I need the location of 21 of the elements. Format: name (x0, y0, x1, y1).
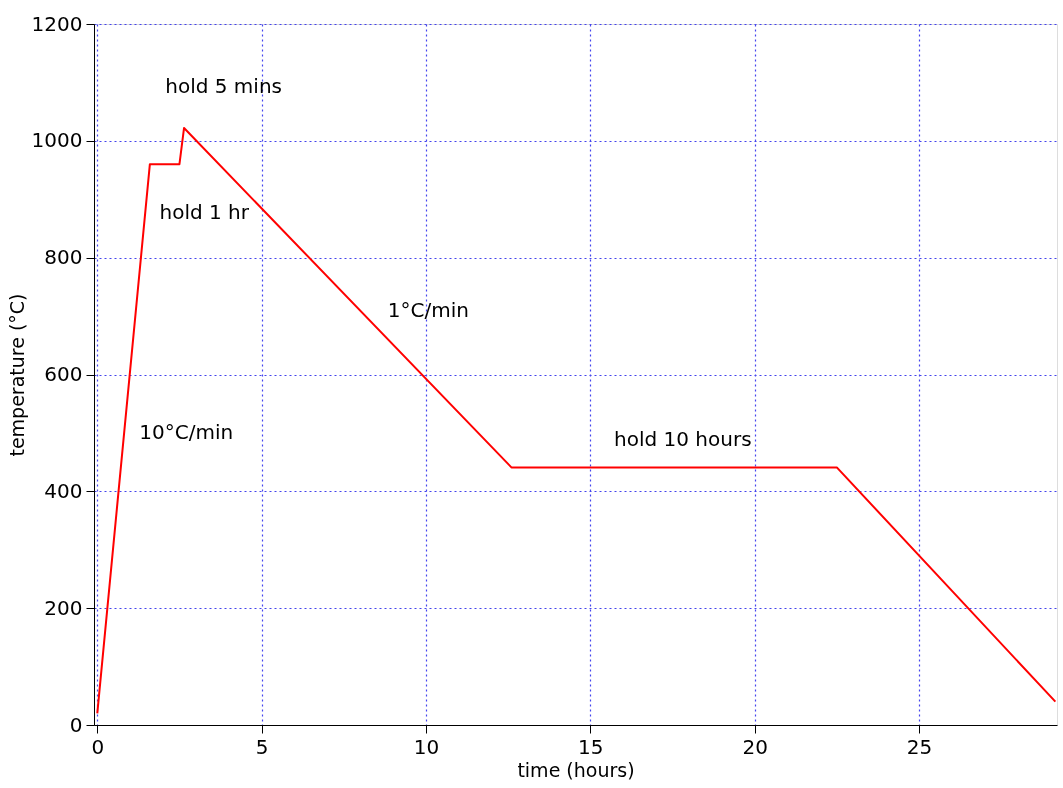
y-tick-label: 400 (44, 478, 83, 503)
y-axis-title: temperature (°C) (5, 293, 28, 457)
x-tick-label: 20 (742, 734, 768, 759)
x-axis-title: time (hours) (517, 758, 635, 781)
annotation: hold 5 mins (165, 74, 283, 99)
x-tick-label: 25 (906, 734, 933, 759)
x-tick-label: 5 (255, 734, 269, 759)
x-tick-label: 15 (578, 734, 604, 759)
y-tick-label: 1000 (31, 128, 83, 153)
annotation: hold 10 hours (614, 427, 752, 452)
y-tick-label: 800 (44, 245, 83, 270)
y-tick-label: 600 (44, 362, 83, 386)
annotation: 10°C/min (139, 420, 234, 445)
y-tick-label: 1200 (31, 11, 83, 36)
line-series (96, 126, 1057, 715)
x-tick-label: 0 (91, 734, 105, 759)
x-tick-label: 10 (413, 734, 440, 759)
y-tick-label: 0 (69, 712, 83, 737)
annotation: 1°C/min (387, 298, 469, 323)
y-tick-label: 200 (44, 595, 83, 620)
annotation: hold 1 hr (159, 200, 250, 225)
